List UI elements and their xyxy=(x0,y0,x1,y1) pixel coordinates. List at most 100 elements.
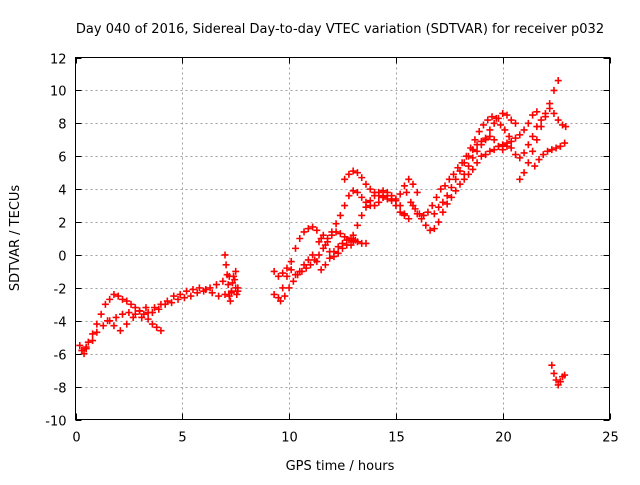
data-point xyxy=(76,341,84,349)
data-point xyxy=(183,287,191,295)
data-point xyxy=(548,146,556,154)
y-axis-label: SDTVAR / TECUs xyxy=(8,185,23,292)
series-4 xyxy=(221,251,242,305)
data-point xyxy=(309,251,317,259)
data-point xyxy=(321,261,329,269)
data-point xyxy=(349,231,357,239)
data-point xyxy=(383,195,391,203)
data-point xyxy=(400,210,408,218)
data-point xyxy=(475,128,483,136)
x-tick-label: 15 xyxy=(388,431,405,446)
data-point xyxy=(138,313,146,321)
data-point xyxy=(93,320,101,328)
y-tick-label: 6 xyxy=(58,151,66,166)
data-point xyxy=(112,313,120,321)
data-point xyxy=(110,290,118,298)
data-point xyxy=(409,180,417,188)
data-point xyxy=(234,287,242,295)
data-point xyxy=(529,132,537,140)
data-point xyxy=(341,233,349,241)
data-point xyxy=(270,267,278,275)
data-point xyxy=(349,187,357,195)
data-point xyxy=(552,376,560,384)
y-tick-label: 4 xyxy=(58,184,66,199)
data-point xyxy=(490,136,498,144)
plot-frame xyxy=(75,57,610,420)
series-6 xyxy=(270,223,355,302)
data-point xyxy=(353,221,361,229)
data-point xyxy=(529,111,537,119)
x-tick-label: 0 xyxy=(72,431,80,446)
data-point xyxy=(541,113,549,121)
data-point xyxy=(550,369,558,377)
data-point xyxy=(358,174,366,182)
data-point xyxy=(339,244,346,252)
data-point xyxy=(233,290,241,298)
data-point xyxy=(118,310,126,318)
data-point xyxy=(512,119,520,127)
data-point xyxy=(281,292,289,300)
y-tick-label: 2 xyxy=(58,217,66,232)
data-point xyxy=(123,297,131,305)
data-point xyxy=(400,182,408,190)
data-point xyxy=(349,167,357,175)
series-15 xyxy=(516,105,570,183)
data-point xyxy=(379,193,387,201)
data-point xyxy=(283,272,291,280)
data-point xyxy=(512,151,520,159)
data-point xyxy=(556,378,564,386)
data-point xyxy=(507,144,515,152)
data-point xyxy=(537,116,545,124)
data-point xyxy=(287,258,295,266)
series-13 xyxy=(430,109,520,218)
y-tick-label: 8 xyxy=(58,118,66,133)
data-point xyxy=(215,292,223,300)
data-point xyxy=(292,244,300,252)
data-point xyxy=(123,320,131,328)
data-point xyxy=(539,151,547,159)
data-point xyxy=(516,175,524,183)
data-point xyxy=(200,287,208,295)
data-point xyxy=(550,109,558,117)
data-point xyxy=(554,77,562,85)
data-point xyxy=(148,320,156,328)
data-point xyxy=(465,170,473,178)
data-point xyxy=(283,264,291,272)
data-point xyxy=(304,225,312,233)
data-point xyxy=(362,203,370,211)
data-point xyxy=(285,284,293,292)
data-point xyxy=(392,195,400,203)
data-point xyxy=(334,243,342,251)
data-point xyxy=(311,256,319,264)
data-point xyxy=(195,284,203,292)
data-point xyxy=(479,121,487,129)
data-point xyxy=(375,198,383,206)
data-point xyxy=(465,152,473,160)
data-point xyxy=(332,220,340,228)
data-point xyxy=(362,239,370,247)
data-point xyxy=(345,170,353,178)
data-point xyxy=(456,167,464,175)
data-point xyxy=(223,271,231,279)
data-point xyxy=(353,238,361,246)
data-point xyxy=(396,208,404,216)
data-point xyxy=(315,251,323,259)
data-point xyxy=(231,276,239,284)
data-point xyxy=(324,235,332,242)
grid xyxy=(75,57,610,420)
data-point xyxy=(520,126,528,134)
y-tick-label: -2 xyxy=(54,283,67,298)
data-point xyxy=(535,156,543,164)
x-tick-label: 5 xyxy=(178,431,186,446)
data-point xyxy=(106,295,114,303)
data-point xyxy=(437,185,445,193)
data-point xyxy=(435,218,443,226)
data-point xyxy=(371,192,379,200)
data-point xyxy=(456,180,464,188)
data-point xyxy=(319,231,327,239)
series-12 xyxy=(409,108,541,234)
data-point xyxy=(170,292,178,300)
data-point xyxy=(529,147,537,155)
data-point xyxy=(358,193,366,201)
data-point xyxy=(484,116,492,124)
